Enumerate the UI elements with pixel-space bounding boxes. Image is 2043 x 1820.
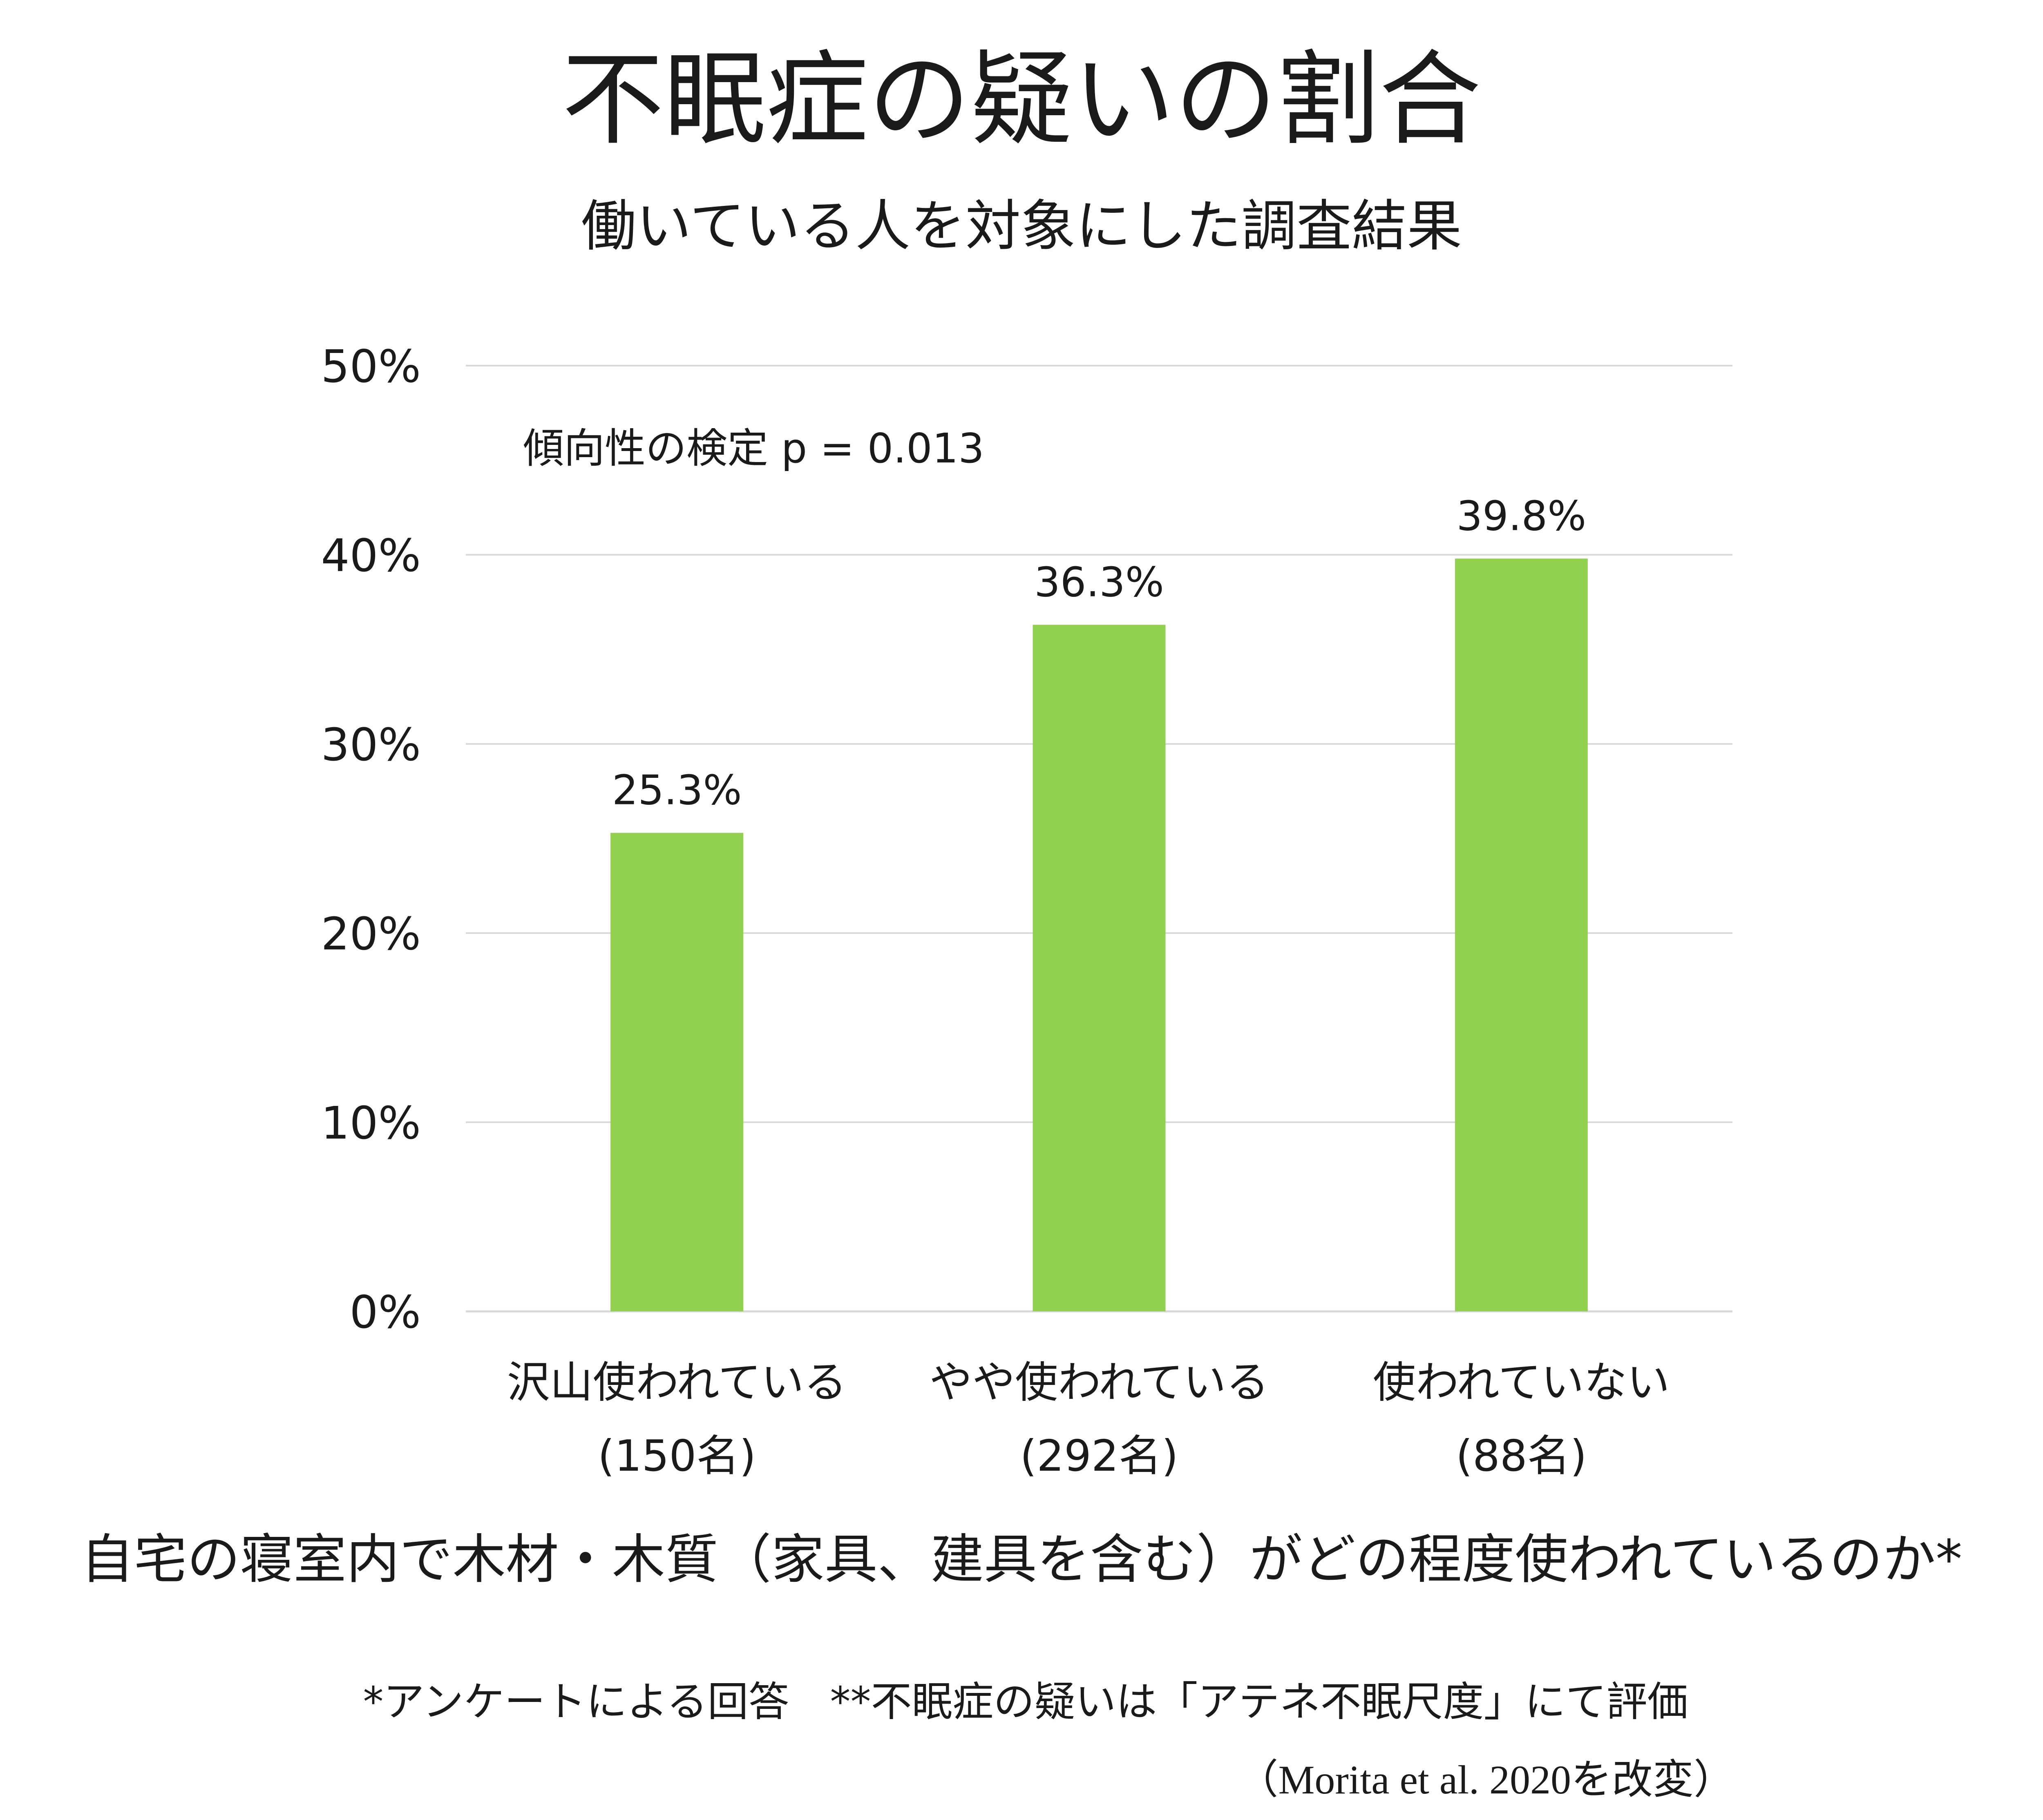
source-citation: （Morita et al. 2020を改変）	[1237, 1757, 1735, 1802]
y-tick-label: 30%	[321, 719, 421, 771]
chart-title: 不眠症の疑いの割合	[562, 40, 1481, 159]
value-labels: 25.3% 36.3% 39.8%	[612, 492, 1586, 814]
y-tick-label: 40%	[321, 529, 421, 582]
y-axis-ticks: 0% 10% 20% 30% 40% 50%	[321, 340, 421, 1338]
bar	[610, 833, 744, 1311]
bar-value-label: 36.3%	[1034, 558, 1164, 606]
footnote: *アンケートによる回答 **不眠症の疑いは「アテネ不眠尺度」にて評価	[363, 1678, 1688, 1726]
bar	[1455, 558, 1588, 1311]
y-tick-label: 50%	[321, 340, 421, 393]
x-category-label: 沢山使われている	[507, 1358, 847, 1407]
x-category-count: (150名)	[598, 1431, 756, 1481]
x-axis-categories: 沢山使われている (150名) やや使われている (292名) 使われていない (88名)	[507, 1358, 1670, 1481]
y-tick-label: 10%	[321, 1097, 421, 1149]
x-category-label: 使われていない	[1373, 1358, 1670, 1407]
x-axis-label: 自宅の寝室内で木材・木質（家具、建具を含む）がどの程度使われているのか*	[81, 1528, 1963, 1590]
y-tick-label: 0%	[349, 1286, 421, 1338]
x-category-count: (292名)	[1020, 1431, 1178, 1481]
x-category-label: やや使われている	[929, 1358, 1269, 1407]
x-category-count: (88名)	[1456, 1431, 1587, 1481]
bars	[610, 558, 1588, 1311]
bar	[1033, 625, 1166, 1311]
trend-test-annotation: 傾向性の検定 p = 0.013	[523, 424, 984, 472]
y-tick-label: 20%	[321, 908, 421, 960]
bar-value-label: 39.8%	[1456, 492, 1586, 540]
bar-value-label: 25.3%	[612, 766, 742, 814]
chart-subtitle: 働いている人を対象にした調査結果	[581, 194, 1462, 258]
